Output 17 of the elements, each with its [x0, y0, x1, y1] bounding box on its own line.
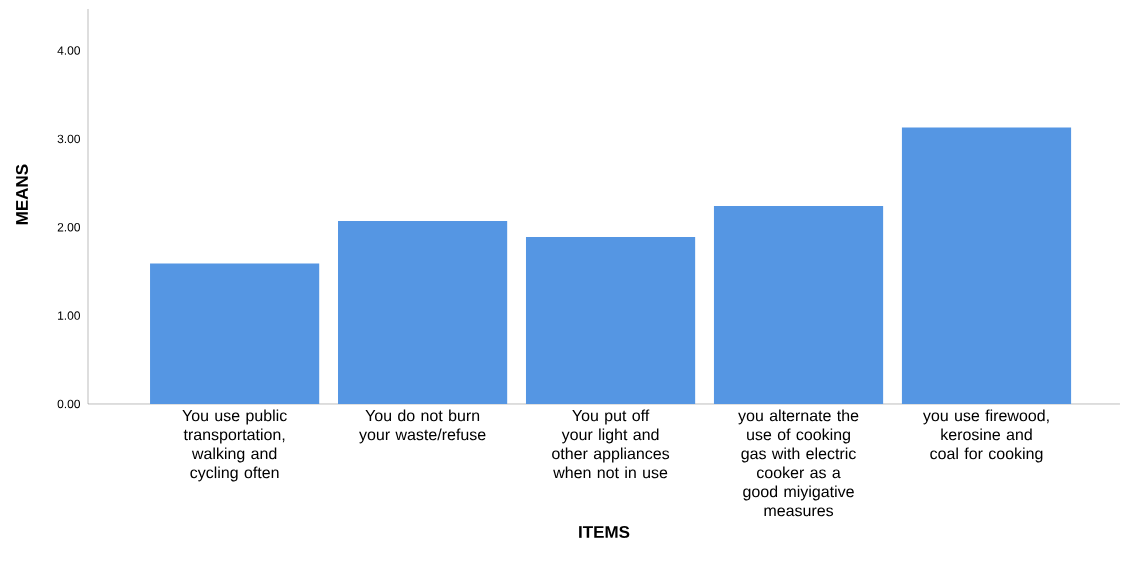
bar — [525, 236, 696, 404]
y-tick-label: 1.00 — [58, 311, 81, 320]
x-tick-label: You do not burn your waste/refuse — [359, 409, 486, 444]
x-tick-label: You use public transportation, walking and cycling often — [182, 409, 287, 482]
bar — [713, 206, 884, 404]
x-tick-label: You put off your light and other appliances when not in use — [552, 409, 670, 479]
y-tick-label: 2.00 — [57, 223, 81, 232]
y-tick-label: 0.00 — [57, 399, 81, 409]
y-axis-title: MEANS — [15, 164, 28, 225]
y-tick-label: 4.00 — [57, 46, 81, 55]
x-axis-title: ITEMS — [579, 525, 630, 539]
x-tick-label: you alternate the use of cooking gas with electric cooker as a good miyigative measures — [738, 409, 859, 517]
x-tick-label: you use firewood, kerosine and coal for cooking — [922, 409, 1049, 463]
y-tick-label: 3.00 — [57, 134, 81, 144]
bar — [901, 127, 1072, 404]
bar — [338, 221, 508, 404]
bar — [150, 263, 320, 404]
